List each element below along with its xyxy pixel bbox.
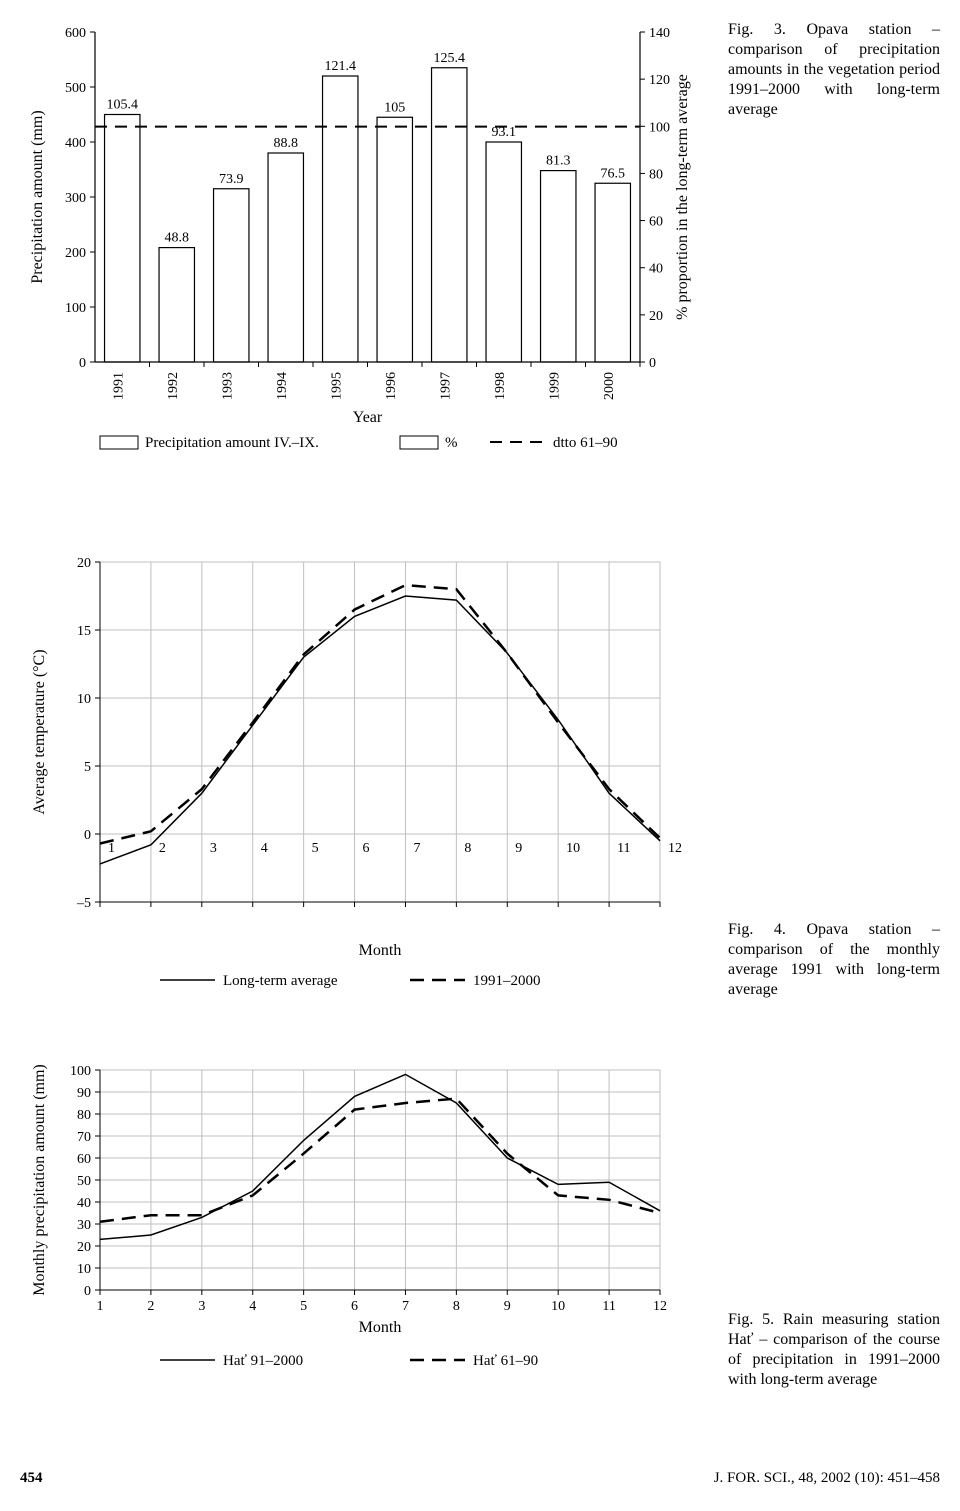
svg-text:60: 60 bbox=[649, 215, 663, 230]
svg-text:88.8: 88.8 bbox=[274, 136, 299, 151]
svg-text:30: 30 bbox=[77, 1218, 91, 1233]
svg-text:Hať 61–90: Hať 61–90 bbox=[473, 1353, 538, 1369]
svg-text:1992: 1992 bbox=[166, 372, 181, 400]
svg-text:11: 11 bbox=[617, 841, 630, 856]
svg-text:–5: –5 bbox=[76, 896, 91, 911]
svg-text:1991: 1991 bbox=[111, 372, 126, 400]
svg-text:80: 80 bbox=[77, 1108, 91, 1123]
svg-text:100: 100 bbox=[70, 1064, 91, 1079]
svg-text:105: 105 bbox=[384, 100, 405, 115]
svg-text:Month: Month bbox=[359, 942, 402, 959]
svg-text:0: 0 bbox=[84, 1284, 91, 1299]
svg-text:Monthly precipitation amount (: Monthly precipitation amount (mm) bbox=[31, 1064, 48, 1296]
svg-text:10: 10 bbox=[551, 1299, 565, 1314]
svg-text:40: 40 bbox=[77, 1196, 91, 1211]
svg-text:0: 0 bbox=[649, 356, 656, 371]
svg-text:140: 140 bbox=[649, 26, 670, 41]
svg-text:48.8: 48.8 bbox=[165, 231, 190, 246]
svg-text:Precipitation amount IV.–IX.: Precipitation amount IV.–IX. bbox=[145, 435, 319, 451]
svg-text:120: 120 bbox=[649, 73, 670, 88]
svg-text:1: 1 bbox=[108, 841, 115, 856]
svg-text:2: 2 bbox=[159, 841, 166, 856]
svg-text:81.3: 81.3 bbox=[546, 154, 571, 169]
svg-text:6: 6 bbox=[351, 1299, 358, 1314]
svg-text:6: 6 bbox=[363, 841, 370, 856]
svg-text:4: 4 bbox=[249, 1299, 256, 1314]
svg-text:Year: Year bbox=[353, 409, 383, 426]
svg-text:2: 2 bbox=[147, 1299, 154, 1314]
journal-cite: J. FOR. SCI., 48, 2002 (10): 451–458 bbox=[714, 1470, 940, 1487]
svg-text:7: 7 bbox=[402, 1299, 409, 1314]
svg-text:12: 12 bbox=[668, 841, 682, 856]
svg-text:10: 10 bbox=[566, 841, 580, 856]
svg-text:400: 400 bbox=[65, 136, 86, 151]
svg-text:0: 0 bbox=[79, 356, 86, 371]
svg-text:8: 8 bbox=[464, 841, 471, 856]
svg-text:15: 15 bbox=[77, 624, 91, 639]
svg-text:7: 7 bbox=[413, 841, 420, 856]
svg-text:40: 40 bbox=[649, 262, 663, 277]
svg-text:5: 5 bbox=[84, 760, 91, 775]
page-number: 454 bbox=[20, 1470, 43, 1487]
svg-text:1: 1 bbox=[97, 1299, 104, 1314]
svg-text:1999: 1999 bbox=[547, 372, 562, 400]
svg-text:12: 12 bbox=[653, 1299, 667, 1314]
svg-text:1994: 1994 bbox=[275, 372, 290, 400]
svg-text:11: 11 bbox=[602, 1299, 615, 1314]
svg-text:90: 90 bbox=[77, 1086, 91, 1101]
svg-text:100: 100 bbox=[649, 120, 670, 135]
svg-text:Long-term average: Long-term average bbox=[223, 973, 338, 989]
svg-text:10: 10 bbox=[77, 1262, 91, 1277]
svg-text:76.5: 76.5 bbox=[601, 166, 626, 181]
svg-text:10: 10 bbox=[77, 692, 91, 707]
svg-text:60: 60 bbox=[77, 1152, 91, 1167]
svg-text:1995: 1995 bbox=[329, 372, 344, 400]
svg-text:20: 20 bbox=[77, 556, 91, 571]
svg-text:200: 200 bbox=[65, 246, 86, 261]
svg-text:Hať 91–2000: Hať 91–2000 bbox=[223, 1353, 303, 1369]
svg-text:8: 8 bbox=[453, 1299, 460, 1314]
svg-text:3: 3 bbox=[198, 1299, 205, 1314]
svg-text:%: % bbox=[445, 435, 458, 451]
svg-text:dtto 61–90: dtto 61–90 bbox=[553, 435, 618, 451]
svg-text:100: 100 bbox=[65, 301, 86, 316]
svg-text:300: 300 bbox=[65, 191, 86, 206]
svg-text:70: 70 bbox=[77, 1130, 91, 1145]
svg-text:3: 3 bbox=[210, 841, 217, 856]
svg-text:1991–2000: 1991–2000 bbox=[473, 973, 541, 989]
svg-text:5: 5 bbox=[312, 841, 319, 856]
fig4-chart: –505101520123456789101112Average tempera… bbox=[20, 550, 710, 1000]
svg-text:121.4: 121.4 bbox=[325, 59, 357, 74]
svg-text:20: 20 bbox=[649, 309, 663, 324]
svg-text:% proportion in the long-term: % proportion in the long-term average bbox=[674, 74, 691, 320]
svg-text:105.4: 105.4 bbox=[107, 98, 139, 113]
svg-text:1996: 1996 bbox=[384, 372, 399, 400]
fig4-caption: Fig. 4. Opava station – comparison of th… bbox=[728, 920, 940, 1000]
svg-text:80: 80 bbox=[649, 167, 663, 182]
svg-text:73.9: 73.9 bbox=[219, 172, 244, 187]
fig5-caption: Fig. 5. Rain measuring station Hať – com… bbox=[728, 1310, 940, 1390]
svg-text:600: 600 bbox=[65, 26, 86, 41]
svg-text:1997: 1997 bbox=[438, 372, 453, 400]
svg-text:Precipitation amount (mm): Precipitation amount (mm) bbox=[29, 110, 46, 283]
svg-text:Month: Month bbox=[359, 1319, 402, 1336]
svg-text:9: 9 bbox=[515, 841, 522, 856]
fig5-chart: 0102030405060708090100123456789101112Mon… bbox=[20, 1060, 710, 1390]
svg-text:Average temperature (°C): Average temperature (°C) bbox=[31, 649, 48, 814]
svg-text:5: 5 bbox=[300, 1299, 307, 1314]
svg-text:0: 0 bbox=[84, 828, 91, 843]
svg-text:50: 50 bbox=[77, 1174, 91, 1189]
svg-text:4: 4 bbox=[261, 841, 268, 856]
svg-text:125.4: 125.4 bbox=[434, 51, 466, 66]
svg-text:20: 20 bbox=[77, 1240, 91, 1255]
svg-text:1998: 1998 bbox=[493, 372, 508, 400]
svg-text:1993: 1993 bbox=[220, 372, 235, 400]
fig3-caption: Fig. 3. Opava station – comparison of pr… bbox=[728, 21, 940, 118]
svg-text:2000: 2000 bbox=[602, 372, 617, 400]
fig3-chart: 0 100 200 300 400 500 600 0 20 40 60 80 100 120 140 105… bbox=[20, 20, 710, 490]
svg-text:500: 500 bbox=[65, 81, 86, 96]
svg-text:9: 9 bbox=[504, 1299, 511, 1314]
